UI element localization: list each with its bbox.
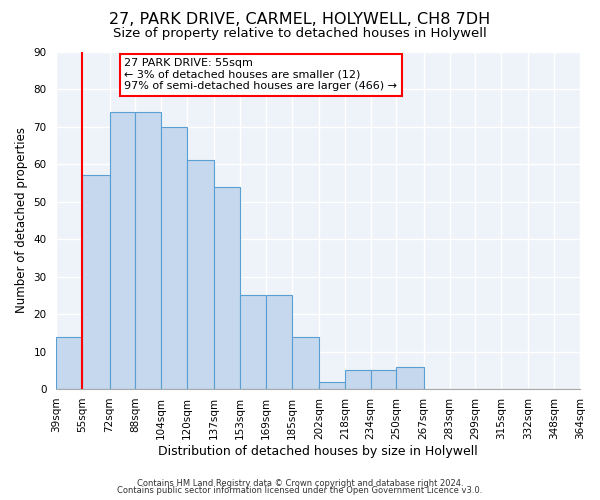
Text: 27 PARK DRIVE: 55sqm
← 3% of detached houses are smaller (12)
97% of semi-detach: 27 PARK DRIVE: 55sqm ← 3% of detached ho… — [124, 58, 397, 92]
Bar — [82, 176, 110, 389]
X-axis label: Distribution of detached houses by size in Holywell: Distribution of detached houses by size … — [158, 444, 478, 458]
Bar — [397, 366, 424, 389]
Bar — [136, 112, 161, 389]
Bar — [371, 370, 397, 389]
Bar — [110, 112, 136, 389]
Bar — [161, 126, 187, 389]
Text: Contains public sector information licensed under the Open Government Licence v3: Contains public sector information licen… — [118, 486, 482, 495]
Bar — [266, 296, 292, 389]
Bar — [214, 186, 240, 389]
Bar — [345, 370, 371, 389]
Text: Contains HM Land Registry data © Crown copyright and database right 2024.: Contains HM Land Registry data © Crown c… — [137, 478, 463, 488]
Text: Size of property relative to detached houses in Holywell: Size of property relative to detached ho… — [113, 28, 487, 40]
Bar — [56, 336, 82, 389]
Bar — [240, 296, 266, 389]
Bar — [319, 382, 345, 389]
Bar — [292, 336, 319, 389]
Text: 27, PARK DRIVE, CARMEL, HOLYWELL, CH8 7DH: 27, PARK DRIVE, CARMEL, HOLYWELL, CH8 7D… — [109, 12, 491, 28]
Bar — [187, 160, 214, 389]
Y-axis label: Number of detached properties: Number of detached properties — [15, 128, 28, 314]
